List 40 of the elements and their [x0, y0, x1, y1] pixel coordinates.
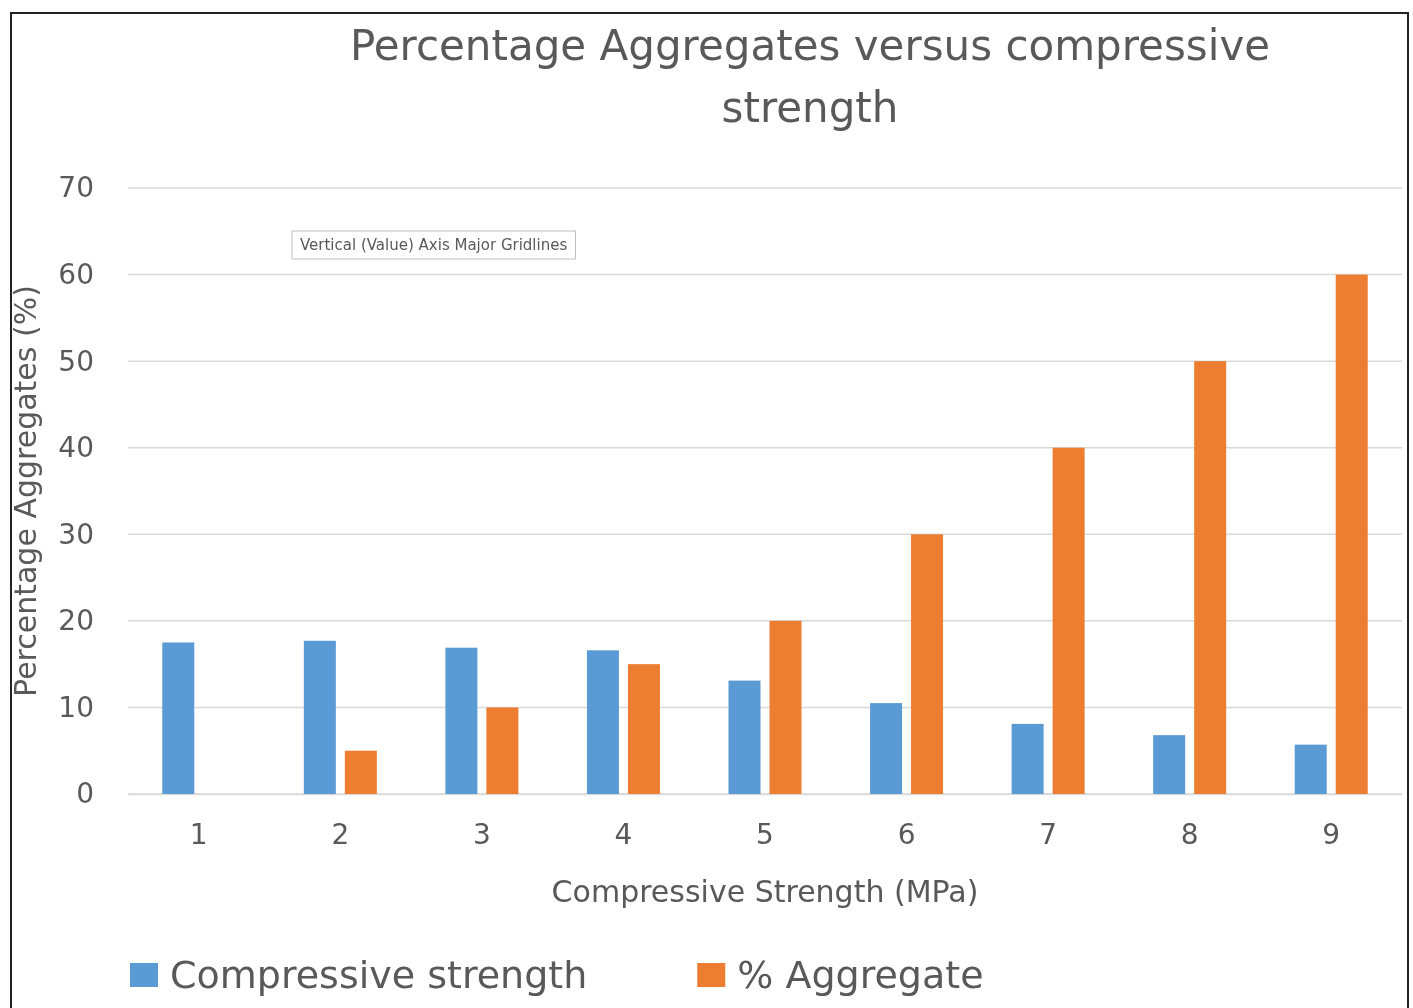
x-tick-label: 8	[1180, 817, 1199, 851]
bar	[303, 640, 336, 794]
x-axis-title: Compressive Strength (MPa)	[551, 874, 979, 909]
chart-title: Percentage Aggregates versus compressive strength	[349, 21, 1271, 132]
y-tick-label: 0	[76, 777, 94, 811]
bar	[1335, 274, 1368, 794]
bar	[1294, 744, 1327, 794]
bar	[1153, 735, 1186, 794]
bar	[162, 642, 195, 794]
y-axis-title: Percentage Aggregates (%)	[8, 285, 43, 697]
y-tick-label: 40	[58, 431, 94, 465]
x-tick-label: 6	[897, 817, 916, 851]
y-tick-label: 60	[58, 258, 94, 292]
bar	[1011, 723, 1044, 794]
annotation: Vertical (Value) Axis Major Gridlines	[300, 236, 568, 254]
y-tick-label: 20	[58, 604, 94, 638]
y-tick-label: 30	[58, 517, 94, 551]
bar	[445, 647, 478, 794]
bar	[586, 650, 619, 794]
x-tick-label: 3	[472, 817, 491, 851]
bar	[870, 703, 903, 794]
y-tick-label: 10	[58, 690, 94, 724]
bar	[627, 664, 660, 794]
bar	[728, 680, 761, 794]
x-tick-label: 9	[1322, 817, 1341, 851]
y-tick-label: 50	[58, 344, 94, 378]
x-tick-label: 2	[331, 817, 350, 851]
bar	[1194, 361, 1227, 794]
x-tick-label: 1	[189, 817, 208, 851]
legend-label: % Aggregate	[737, 953, 984, 997]
y-tick-label: 70	[58, 171, 94, 205]
bar	[769, 620, 802, 794]
x-tick-label: 4	[614, 817, 633, 851]
bar	[344, 750, 377, 794]
bar	[911, 534, 944, 794]
bar	[1052, 447, 1085, 794]
bar	[486, 707, 519, 794]
x-tick-label: 7	[1039, 817, 1058, 851]
x-tick-label: 5	[756, 817, 774, 851]
legend-label: Compressive strength	[170, 953, 588, 997]
